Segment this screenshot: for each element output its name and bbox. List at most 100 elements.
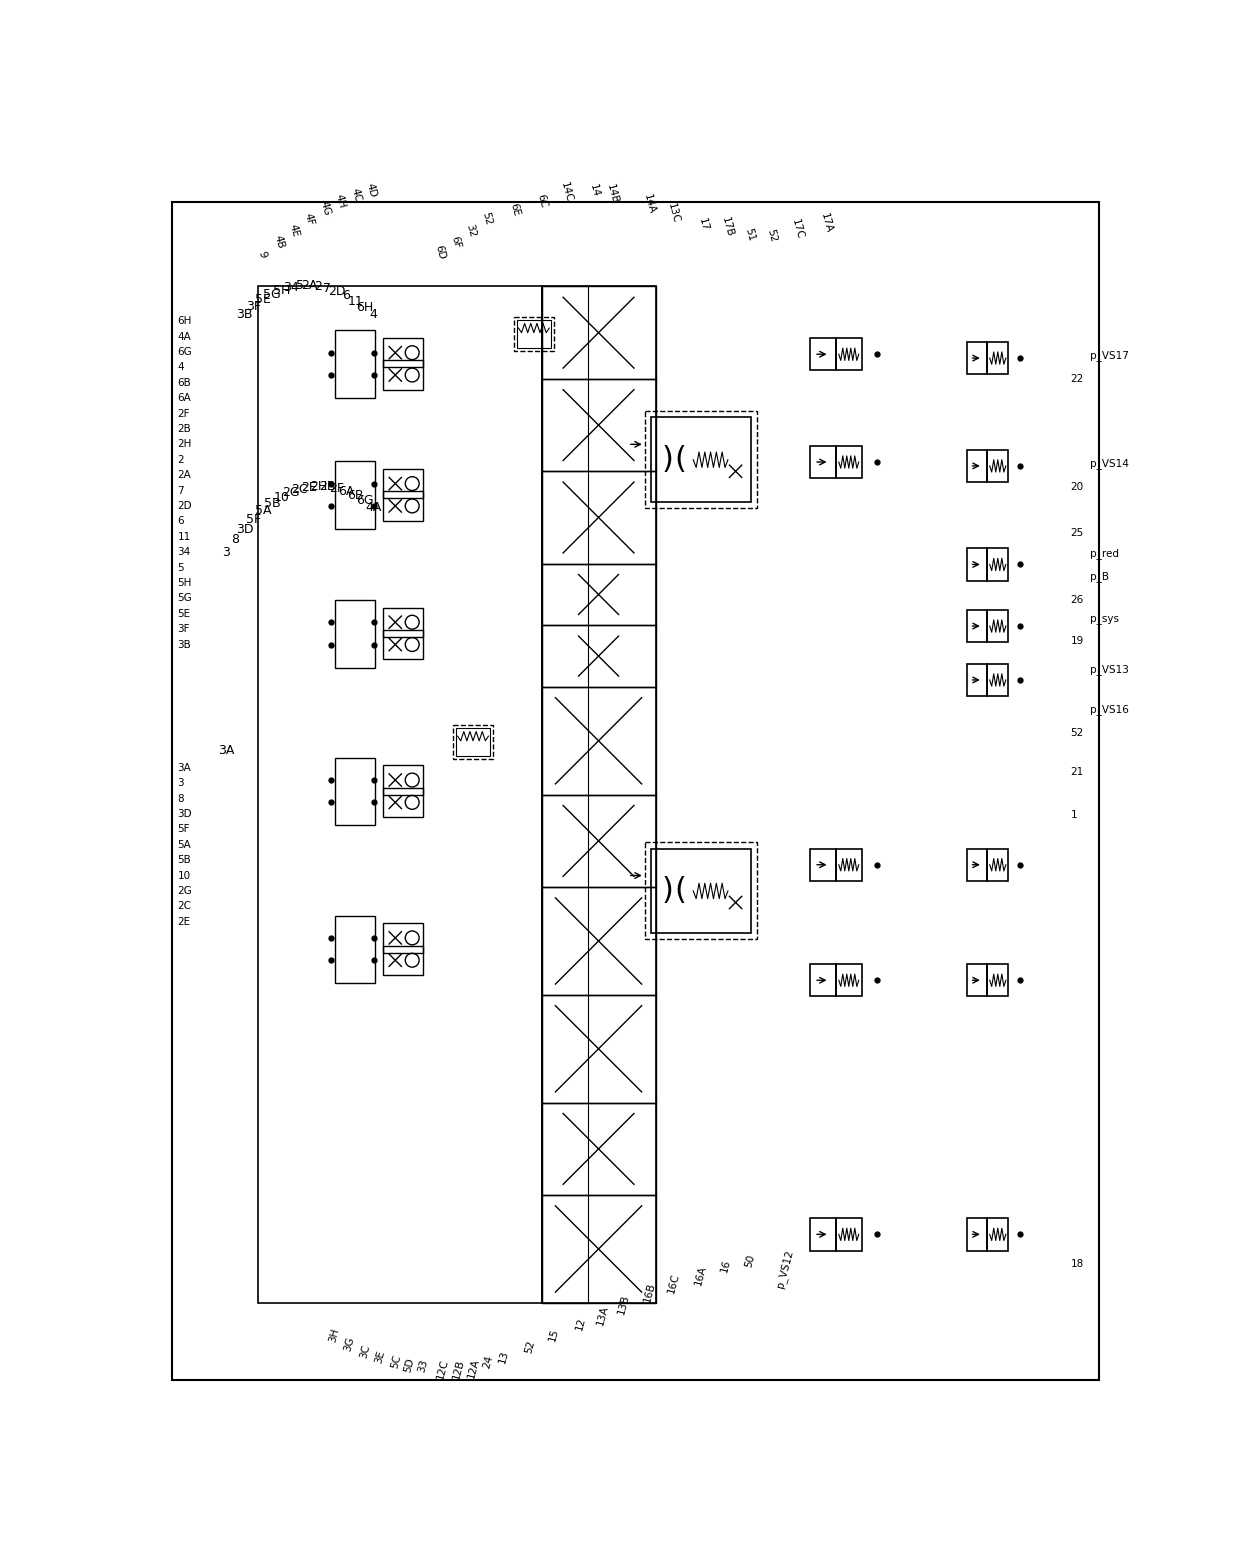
Bar xyxy=(967,664,987,697)
Text: p_B: p_B xyxy=(1090,572,1109,583)
Text: 3D: 3D xyxy=(177,810,192,819)
Text: 12B: 12B xyxy=(450,1358,466,1381)
Text: 5H: 5H xyxy=(273,283,290,298)
Text: 4D: 4D xyxy=(365,182,378,199)
Bar xyxy=(810,965,836,996)
Bar xyxy=(517,321,551,348)
Bar xyxy=(987,609,1008,642)
Text: 2D: 2D xyxy=(329,285,346,299)
Bar xyxy=(542,1102,656,1195)
Text: 6C: 6C xyxy=(536,193,548,210)
Text: 11: 11 xyxy=(177,532,191,542)
Bar xyxy=(810,446,836,478)
Text: p_VS14: p_VS14 xyxy=(1090,459,1128,470)
Text: 3E: 3E xyxy=(373,1348,387,1364)
Text: 5: 5 xyxy=(296,279,304,293)
Bar xyxy=(335,462,376,529)
Bar xyxy=(513,318,554,351)
Bar xyxy=(836,849,862,882)
Text: 10: 10 xyxy=(273,492,289,504)
Text: 7: 7 xyxy=(324,282,331,296)
Text: 12: 12 xyxy=(574,1315,587,1331)
Bar xyxy=(383,924,423,952)
Bar xyxy=(542,1195,656,1303)
Text: 2F: 2F xyxy=(177,409,190,418)
Text: p_VS12: p_VS12 xyxy=(774,1250,795,1289)
Bar xyxy=(383,492,423,520)
Bar xyxy=(383,788,423,817)
Text: 14B: 14B xyxy=(605,183,620,205)
Text: 4H: 4H xyxy=(334,193,347,210)
Bar xyxy=(967,1218,987,1251)
Text: 5H: 5H xyxy=(177,578,192,587)
Text: 5E: 5E xyxy=(255,293,270,305)
Text: p_VS13: p_VS13 xyxy=(1090,664,1128,675)
Text: 4G: 4G xyxy=(319,200,332,218)
Text: 2E: 2E xyxy=(177,916,191,927)
Text: 2H: 2H xyxy=(310,481,327,493)
Text: 2A: 2A xyxy=(177,470,191,481)
Text: p_red: p_red xyxy=(1090,548,1118,559)
Bar xyxy=(453,725,494,760)
Text: 5D: 5D xyxy=(403,1356,417,1373)
Bar xyxy=(542,287,656,1303)
Text: 14A: 14A xyxy=(641,193,657,215)
Text: 6B: 6B xyxy=(347,489,363,501)
Bar xyxy=(383,766,423,794)
Text: 6E: 6E xyxy=(508,202,522,218)
Text: 5: 5 xyxy=(177,562,184,573)
Text: 52: 52 xyxy=(523,1339,537,1355)
Text: 3A: 3A xyxy=(177,763,191,772)
Text: 4E: 4E xyxy=(288,222,300,238)
Text: 16C: 16C xyxy=(666,1272,681,1295)
Bar xyxy=(542,564,656,625)
Bar xyxy=(967,849,987,882)
Text: 6B: 6B xyxy=(177,377,191,388)
Text: 8: 8 xyxy=(177,794,184,803)
Text: 11: 11 xyxy=(347,294,363,307)
Bar xyxy=(987,341,1008,374)
Text: 3F: 3F xyxy=(246,301,262,313)
Text: 6G: 6G xyxy=(356,493,374,507)
Text: 3B: 3B xyxy=(236,307,253,321)
Text: 26: 26 xyxy=(1070,595,1084,604)
Text: 16B: 16B xyxy=(641,1281,657,1303)
Bar xyxy=(836,338,862,371)
Text: p_VS17: p_VS17 xyxy=(1090,351,1128,362)
Text: 13: 13 xyxy=(497,1348,510,1364)
Bar xyxy=(542,994,656,1102)
Bar xyxy=(836,1218,862,1251)
Bar xyxy=(542,287,656,379)
Text: 6A: 6A xyxy=(337,485,355,498)
Text: 16: 16 xyxy=(719,1257,732,1273)
Bar xyxy=(987,965,1008,996)
Text: 5G: 5G xyxy=(177,594,192,603)
Text: 2G: 2G xyxy=(177,886,192,896)
Bar xyxy=(967,609,987,642)
Bar xyxy=(383,338,423,368)
Text: 6A: 6A xyxy=(177,393,191,402)
Bar xyxy=(810,1218,836,1251)
Bar xyxy=(651,849,751,933)
Bar xyxy=(335,600,376,667)
Text: (: ( xyxy=(675,877,686,905)
Text: 4: 4 xyxy=(370,309,378,321)
Text: 2C: 2C xyxy=(177,902,191,911)
Bar xyxy=(542,794,656,886)
Text: 20: 20 xyxy=(1070,482,1084,492)
Text: 6: 6 xyxy=(342,290,350,302)
Text: 2B: 2B xyxy=(177,424,191,434)
Bar xyxy=(810,849,836,882)
Text: 17A: 17A xyxy=(818,211,833,235)
Text: 2: 2 xyxy=(314,280,322,293)
Bar xyxy=(651,418,751,503)
Bar xyxy=(987,849,1008,882)
Text: 3: 3 xyxy=(177,778,184,788)
Text: 1: 1 xyxy=(1070,811,1078,821)
Text: 2E: 2E xyxy=(301,481,317,493)
Bar xyxy=(258,287,542,1303)
Bar xyxy=(967,965,987,996)
Bar xyxy=(383,360,423,390)
Bar xyxy=(645,843,758,940)
Text: 34: 34 xyxy=(283,280,299,294)
